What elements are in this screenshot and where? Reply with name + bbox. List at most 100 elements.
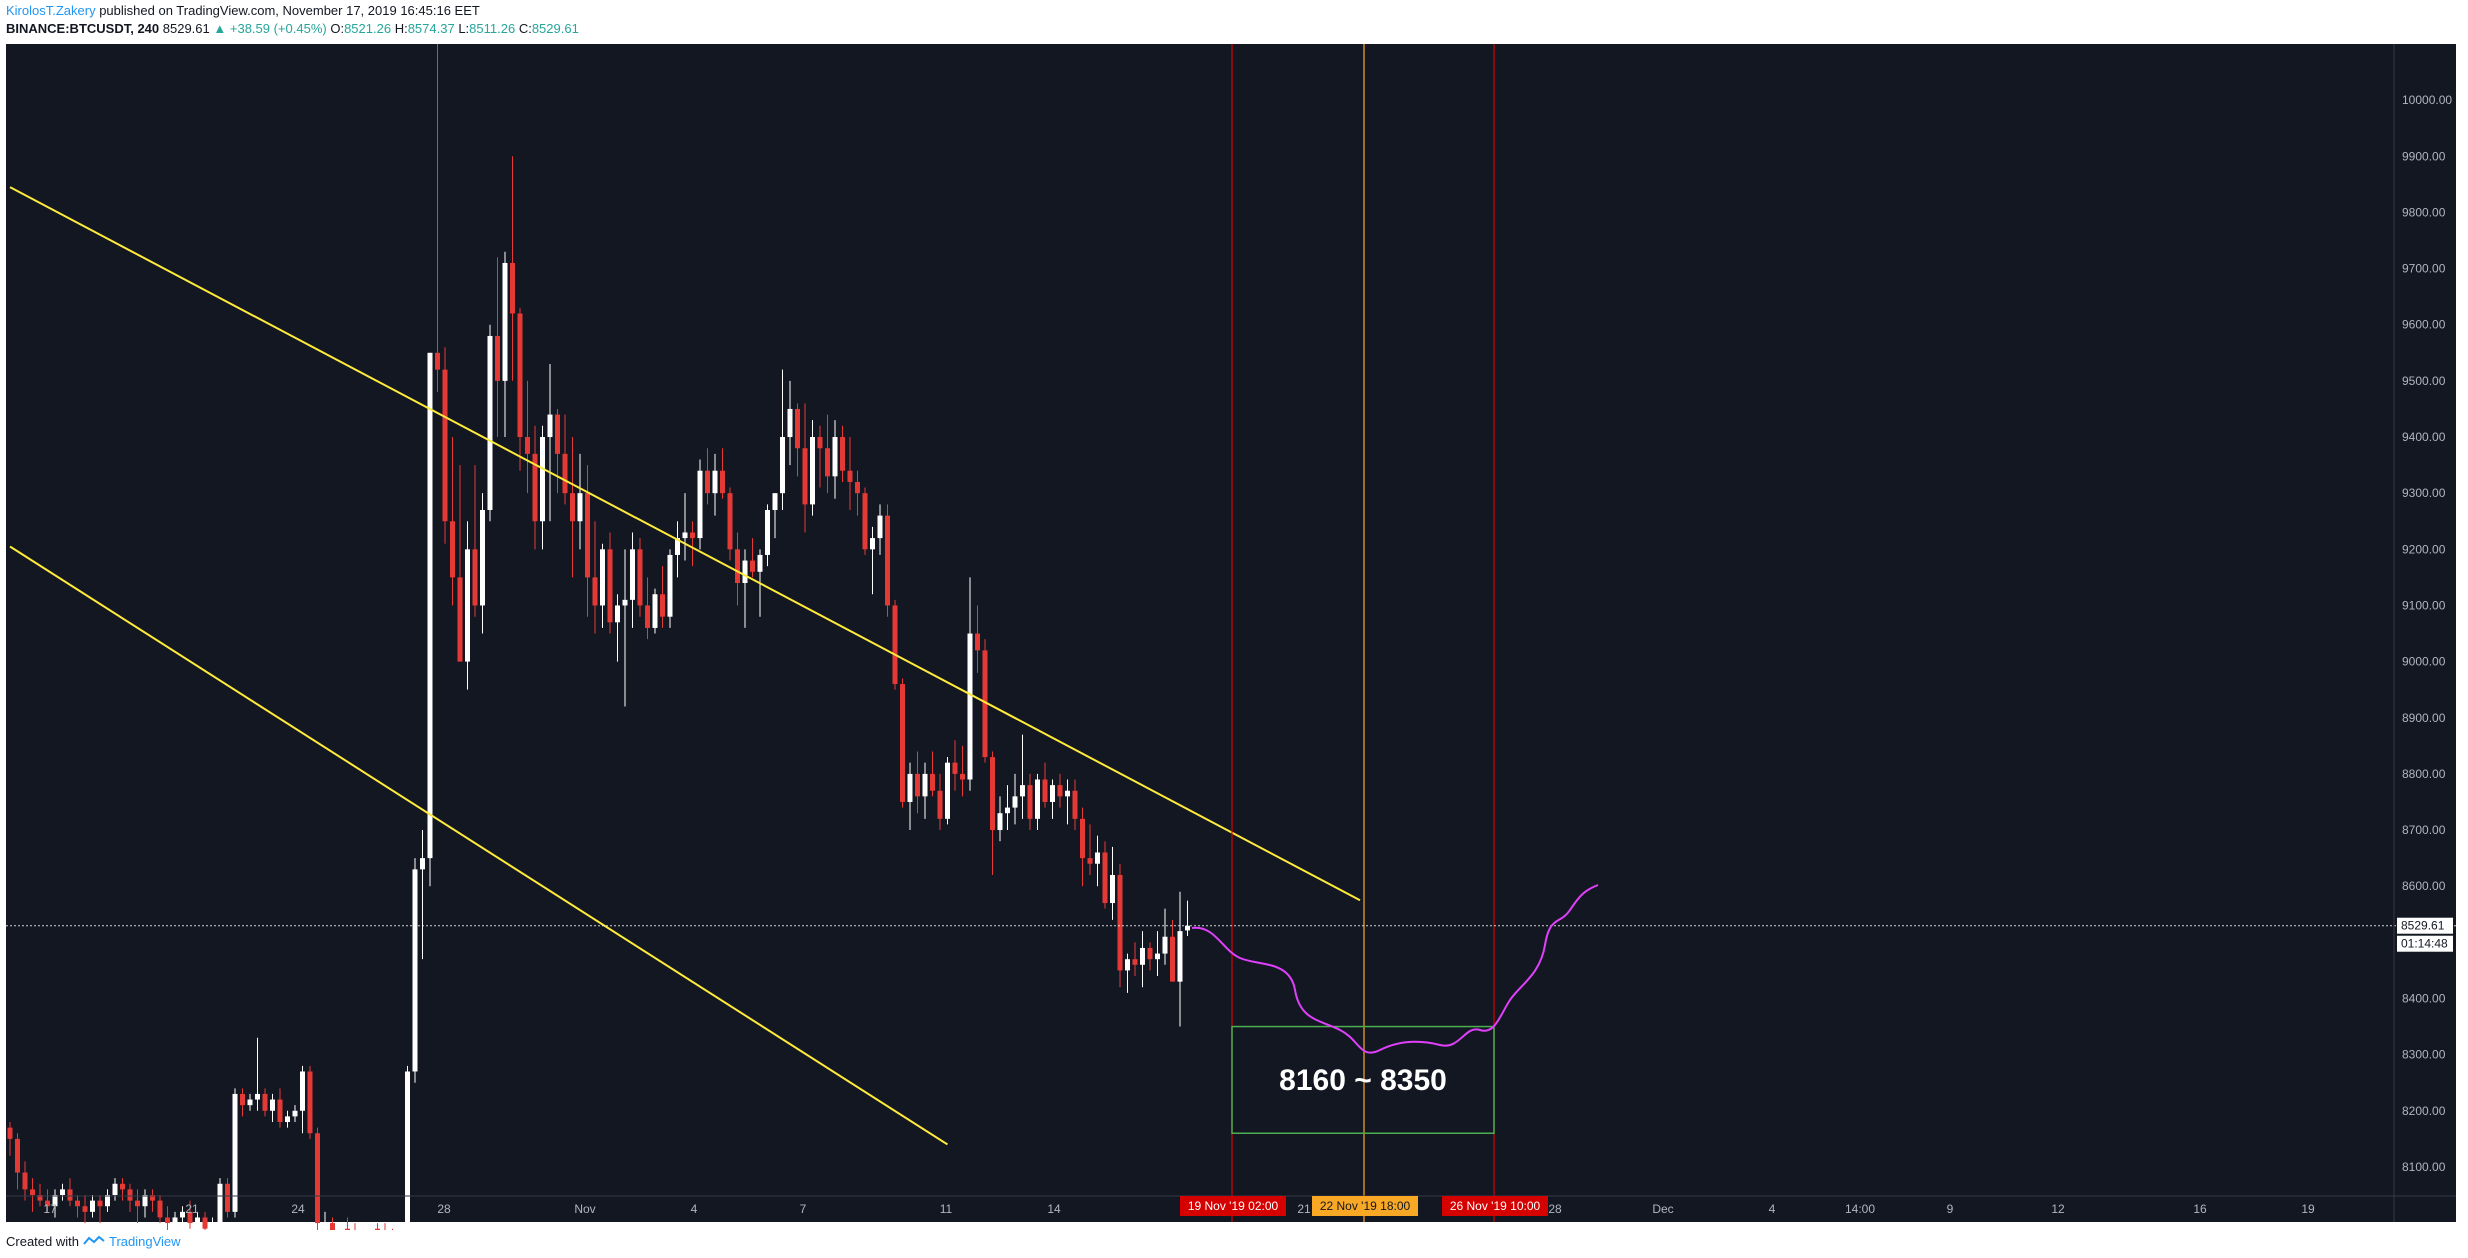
price-tick-label: 9000.00 (2402, 655, 2446, 669)
marker-date-badge (1442, 1196, 1548, 1216)
channel-line-upper (9, 186, 1361, 902)
candle-body (885, 515, 890, 606)
candle-body (67, 1189, 73, 1201)
price-axis[interactable]: 10000.00 9900.00 9800.00 9700.00 9600.00 9500… (2393, 44, 2453, 1222)
candle-body (465, 549, 470, 662)
candle-body (742, 560, 748, 584)
candle-body (1012, 796, 1018, 808)
candle-body (457, 577, 463, 662)
candle-body (495, 335, 500, 381)
price-tick-label: 8100.00 (2402, 1160, 2446, 1174)
price-tick-label: 8800.00 (2402, 767, 2446, 781)
high-value: 8574.37 (407, 21, 455, 36)
candle-body (1125, 959, 1130, 971)
price-tick-label: 8600.00 (2402, 879, 2446, 893)
marker-date-badge (1312, 1196, 1418, 1216)
time-tick-label: 14:00 (1845, 1202, 1875, 1216)
candle-body (765, 510, 770, 555)
time-tick-label: Dec (1652, 1202, 1673, 1216)
candle-body (832, 437, 838, 477)
time-tick-label: 17 (43, 1202, 57, 1216)
candle-body (105, 1195, 110, 1207)
drawings-layer: 8160 ~ 8350 (6, 44, 2456, 1222)
open-value: 8521.26 (344, 21, 392, 36)
candle-body (337, 1228, 343, 1235)
candle-body (217, 1183, 223, 1224)
ohlc-line: BINANCE:BTCUSDT, 240 8529.61 ▲ +38.59 (+… (6, 20, 2456, 38)
target-box (1231, 1025, 1495, 1134)
candle-body (442, 369, 448, 522)
candle-body (637, 549, 643, 606)
time-axis[interactable]: 17 21 24 28 Nov 4 7 11 14 21 28 Dec 4 14:00 9 12 16 19 19 … (6, 1195, 2456, 1216)
price-tick-label: 9300.00 (2402, 486, 2446, 500)
time-tick-label: 11 (940, 1202, 953, 1216)
candle-body (165, 1217, 170, 1224)
candle-body (180, 1211, 185, 1218)
countdown-badge (2397, 935, 2453, 952)
candle-body (292, 1110, 298, 1117)
candle-body (907, 773, 913, 802)
candle-body (675, 538, 680, 555)
candle-body (540, 437, 545, 522)
candle-body (1162, 936, 1168, 954)
candle-body (810, 437, 815, 505)
time-tick-label: Nov (574, 1202, 595, 1216)
time-tick-label: 19 (2301, 1202, 2315, 1216)
candle-body (525, 437, 530, 454)
candle-body (592, 577, 598, 606)
candle-body (922, 773, 928, 797)
price-tick-label: 8200.00 (2402, 1104, 2446, 1118)
price-tick-label: 9700.00 (2402, 262, 2446, 276)
candle-body (795, 408, 800, 449)
candle-body (345, 1228, 350, 1235)
candle-body (1185, 925, 1190, 931)
marker-date-badge (1180, 1196, 1286, 1216)
high-label: H: (394, 21, 408, 36)
candle-body (915, 773, 920, 797)
candle-body (187, 1211, 193, 1224)
candle-body (52, 1195, 58, 1207)
tradingview-brand-link[interactable]: TradingView (108, 1233, 181, 1249)
price-tick-label: 9800.00 (2402, 205, 2446, 219)
candle-body (1035, 779, 1040, 819)
candle-body (802, 448, 808, 505)
candle-body (375, 1228, 380, 1235)
candle-body (97, 1200, 103, 1207)
candle-body (997, 813, 1003, 831)
candle-body (682, 532, 688, 539)
candle-body (937, 790, 943, 819)
countdown-label: 01:14:48 (2401, 937, 2448, 951)
candle-body (900, 684, 905, 802)
price-tick-label: 9100.00 (2402, 598, 2446, 612)
candle-body (277, 1099, 283, 1123)
candle-body (300, 1071, 305, 1111)
candle-body (577, 493, 583, 522)
candle-body (720, 470, 725, 494)
candle-body (330, 1223, 335, 1235)
target-box-label: 8160 ~ 8350 (1279, 1064, 1447, 1097)
candle-body (1102, 852, 1108, 904)
candle-body (262, 1093, 268, 1111)
candle-body (247, 1099, 253, 1106)
candle-body (750, 560, 755, 572)
candle-body (1110, 874, 1115, 904)
low-value: 8511.26 (469, 21, 516, 36)
candle-body (15, 1138, 20, 1173)
close-label: C: (518, 21, 532, 36)
candle-body (667, 554, 673, 617)
candle-body (150, 1195, 155, 1201)
candle-body (630, 549, 635, 600)
candle-body (645, 605, 650, 628)
candle-body (232, 1093, 238, 1212)
candle-body (652, 594, 658, 628)
author-link[interactable]: KirolosT.Zakery (6, 3, 96, 18)
last-price: 8529.61 (162, 21, 210, 36)
candle-body (982, 650, 988, 758)
symbol-label[interactable]: BINANCE:BTCUSDT, 240 (6, 21, 160, 36)
candle-body (30, 1189, 35, 1195)
candle-body (7, 1127, 13, 1139)
candle-body (555, 414, 560, 454)
footer: Created with TradingView (6, 1230, 181, 1252)
